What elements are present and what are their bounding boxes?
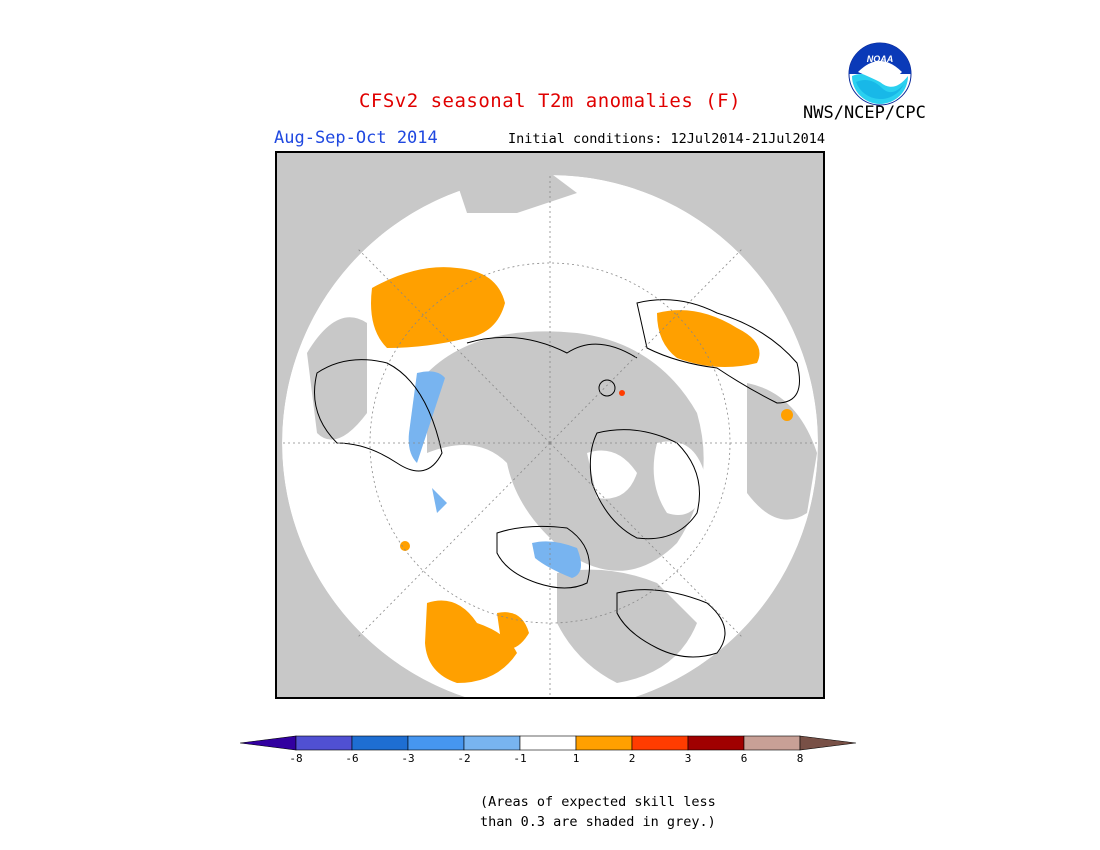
colorbar-box <box>296 736 352 750</box>
map-title: CFSv2 seasonal T2m anomalies (F) <box>250 90 850 112</box>
color-scale-bar <box>240 733 860 753</box>
colorbar-tick-label: -2 <box>457 752 470 765</box>
warm-anomaly-dot <box>781 409 793 421</box>
season-label: Aug-Sep-Oct 2014 <box>274 128 438 148</box>
noaa-logo: NOAA <box>848 42 912 106</box>
polar-map <box>275 151 825 699</box>
footnote-line-1: (Areas of expected skill less <box>480 794 716 810</box>
colorbar-box <box>464 736 520 750</box>
colorbar-box <box>520 736 576 750</box>
colorbar-tick-label: 6 <box>741 752 748 765</box>
colorbar-tick-label: 2 <box>629 752 636 765</box>
skill-footnote: (Areas of expected skill less than 0.3 a… <box>480 792 716 832</box>
noaa-logo-text: NOAA <box>867 54 894 64</box>
initial-conditions-label: Initial conditions: 12Jul2014-21Jul2014 <box>508 131 825 147</box>
colorbar-box <box>632 736 688 750</box>
colorbar-tick-label: 1 <box>573 752 580 765</box>
footnote-line-2: than 0.3 are shaded in grey.) <box>480 814 716 830</box>
colorbar-box <box>352 736 408 750</box>
colorbar-box <box>688 736 744 750</box>
colorbar-box <box>744 736 800 750</box>
colorbar-box <box>408 736 464 750</box>
colorbar-tick-label: 3 <box>685 752 692 765</box>
colorbar-right-triangle <box>800 736 856 750</box>
colorbar-box <box>576 736 632 750</box>
colorbar-tick-label: -8 <box>289 752 302 765</box>
colorbar-tick-label: -6 <box>345 752 358 765</box>
colorbar-tick-label: 8 <box>797 752 804 765</box>
colorbar-left-triangle <box>240 736 296 750</box>
colorbar-tick-label: -3 <box>401 752 414 765</box>
colorbar-tick-label: -1 <box>513 752 526 765</box>
warm-anomaly-dot <box>619 390 625 396</box>
agency-label: NWS/NCEP/CPC <box>803 103 926 123</box>
